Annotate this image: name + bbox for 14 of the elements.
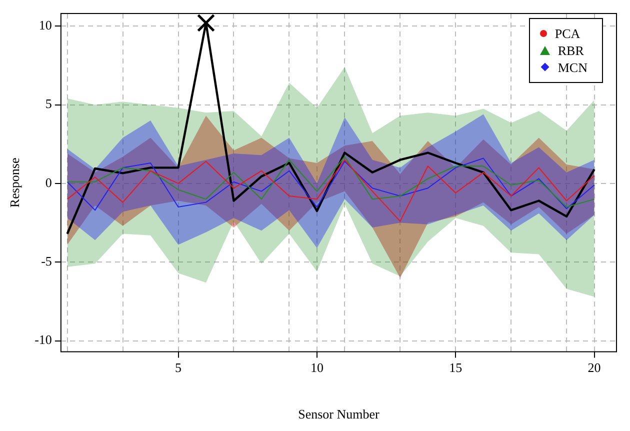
legend-label: MCN [558, 58, 588, 76]
x-tick-label: 20 [588, 360, 601, 376]
x-tick-label: 10 [310, 360, 324, 376]
y-tick-label: 5 [45, 96, 52, 112]
x-tick-label: 5 [175, 360, 182, 376]
y-axis-title: Response [7, 158, 22, 208]
y-tick-label: -5 [41, 254, 52, 269]
x-axis-title: Sensor Number [298, 406, 380, 422]
legend-label: RBR [558, 42, 584, 58]
y-tick-label: -10 [34, 332, 52, 348]
y-tick-label: 0 [45, 174, 52, 190]
x-tick-label: 15 [449, 360, 462, 376]
legend-label: PCA [554, 24, 580, 42]
y-tick-label: 10 [38, 18, 52, 33]
